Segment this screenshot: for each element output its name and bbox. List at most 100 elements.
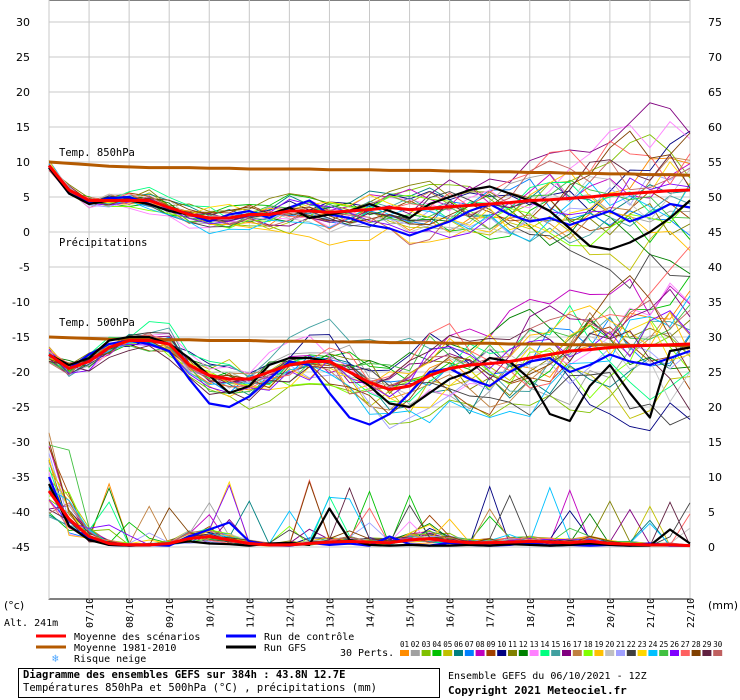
left-tick-label: -25 [12,401,30,414]
pert-number: 15 [551,640,560,649]
pert-number: 25 [659,640,668,649]
pert-number: 26 [670,640,680,649]
pert-swatch [508,650,517,656]
left-axis-ticks: 30 25 20 15 10 5 0 -5 -10 -15 -20 -25 -30 -35 -40 -45 [12,16,30,554]
legend-label-snow: Risque neige [74,654,146,665]
run-info: Ensemble GEFS du 06/10/2021 - 12Z [448,671,647,682]
series-t850-1 [48,160,691,177]
pert-swatch [475,650,485,656]
right-tick-label: 0 [708,541,715,554]
x-tick-label: 18/10 [526,598,537,628]
legend-label-control: Run de contrôle [264,631,354,643]
x-tick-label: 16/10 [446,598,457,628]
pert-number: 18 [584,640,594,649]
left-tick-label: -10 [12,296,30,309]
pert-number: 09 [486,640,495,649]
left-tick-label: 30 [16,16,30,29]
pert-number: 24 [648,640,658,649]
left-tick-label: 0 [23,226,30,239]
pert-swatch [551,650,561,656]
pert-swatch [691,650,701,656]
perturbation-legend: 01 02 03 04 05 06 07 08 09 10 11 12 13 14 15 16 17 18 19 20… [400,640,723,656]
grid [48,0,691,599]
pert-swatch [626,650,636,656]
footer-title: Diagramme des ensembles GEFS sur 384h : … [23,669,346,681]
pert-swatch [400,650,409,656]
right-tick-label: 15 [708,436,722,449]
pert-swatch [659,650,669,656]
pert-number: 27 [681,640,690,649]
x-tick-label: 08/10 [125,598,136,628]
pert-line-850 [48,160,691,233]
right-tick-label: 30 [708,331,722,344]
pert-swatch [680,650,690,656]
left-tick-label: -5 [19,261,30,274]
x-tick-label: 22/10 [686,598,697,628]
pert-number: 22 [627,640,636,649]
pert-swatch [605,650,615,656]
legend-label-climatology: Moyenne 1981-2010 [74,643,176,654]
right-tick-label: 65 [708,86,722,99]
x-tick-label: 13/10 [325,598,336,628]
series-t500-2 [48,339,691,426]
series-precip-0 [47,490,691,548]
pert-number: 16 [562,640,572,649]
perturbations-label: 30 Perts. [340,648,394,659]
pert-swatch [637,650,647,656]
left-tick-label: 15 [16,121,30,134]
pert-line-850 [48,166,691,244]
left-tick-label: -45 [12,541,30,554]
pert-number: 11 [508,640,517,649]
pert-number: 07 [465,640,474,649]
t500-label: Temp. 500hPa [59,317,135,329]
series-t500-3 [48,335,691,423]
pert-number: 29 [702,640,711,649]
left-tick-label: -15 [12,331,30,344]
pert-swatch [410,650,420,656]
pert-number: 20 [605,640,615,649]
pert-swatch [648,650,658,656]
pert-number: 19 [594,640,603,649]
right-tick-label: 35 [708,296,722,309]
x-tick-label: 10/10 [205,598,216,628]
x-tick-label: 07/10 [85,598,96,628]
pert-line-850 [48,163,691,242]
pert-number: 05 [443,640,452,649]
copyright: Copyright 2021 Meteociel.fr [448,684,627,697]
right-tick-label: 25 [708,366,722,379]
x-axis-ticks: 07/10 08/10 09/10 10/10 11/10 12/10 13/10 14/10… [85,598,697,628]
main-series-lines [47,160,691,548]
pert-number: 08 [476,640,486,649]
pert-line-850 [48,165,691,247]
pert-number: 28 [692,640,702,649]
pert-line-850 [48,167,691,236]
left-tick-label: 5 [23,191,30,204]
left-tick-label: 25 [16,51,30,64]
pert-swatch [464,650,474,656]
right-tick-label: 60 [708,121,722,134]
right-tick-label: 45 [708,226,722,239]
t850-label: Temp. 850hPa [59,147,135,159]
right-tick-label: 5 [708,506,715,519]
x-tick-label: 14/10 [366,598,377,628]
right-tick-label: 50 [708,191,722,204]
left-unit: (°c) [4,599,24,612]
x-tick-label: 17/10 [486,598,497,628]
legend-label-mean: Moyenne des scénarios [74,631,200,643]
left-tick-label: 20 [16,86,30,99]
pert-swatch [583,650,593,656]
x-tick-label: 21/10 [646,598,657,628]
pert-number: 30 [713,640,723,649]
pert-number: 06 [454,640,464,649]
pert-line-500 [48,332,691,426]
pert-swatch [702,650,712,656]
pert-swatch [497,650,507,656]
pert-number: 10 [497,640,507,649]
pert-number: 04 [432,640,442,649]
pert-number: 12 [519,640,528,649]
right-tick-label: 40 [708,261,722,274]
pert-number: 14 [540,640,550,649]
x-tick-label: 19/10 [566,598,577,628]
pert-number: 21 [616,640,625,649]
